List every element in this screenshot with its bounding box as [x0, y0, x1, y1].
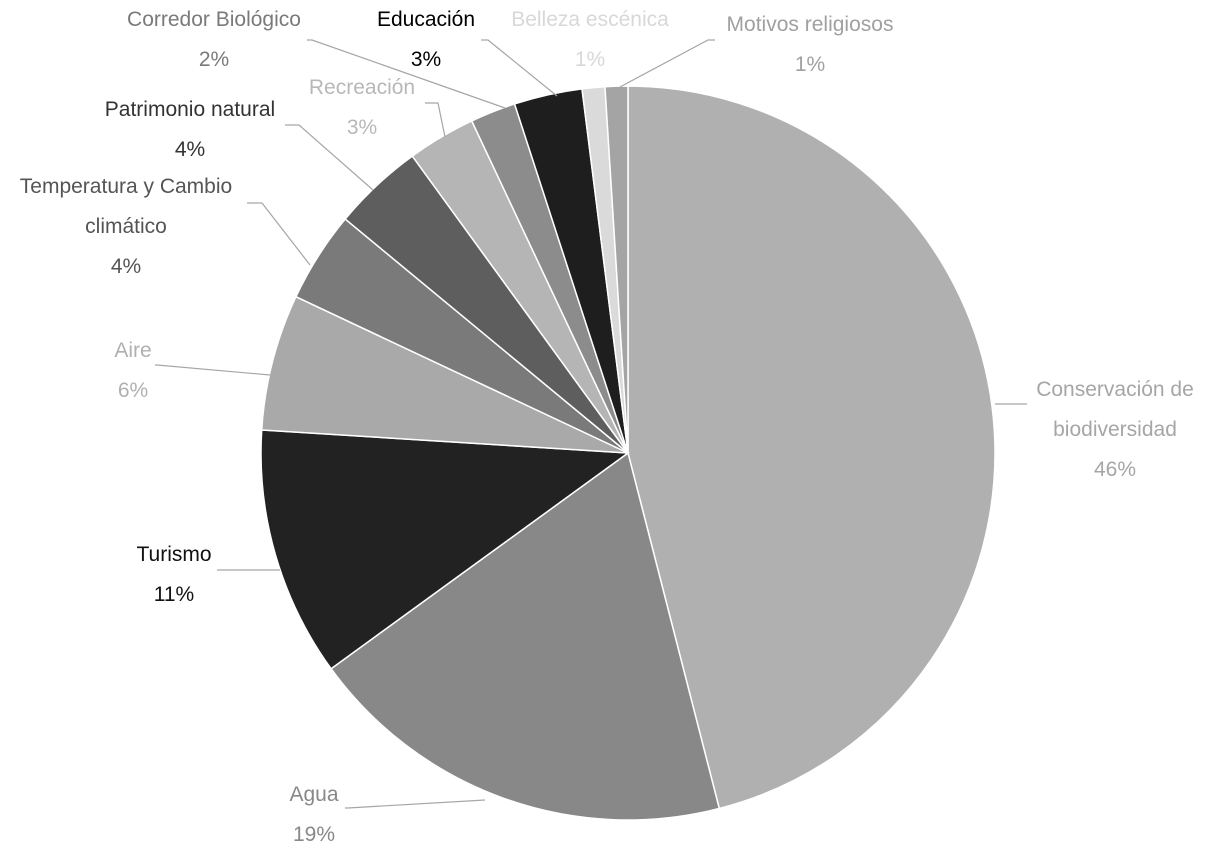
category-label: Conservación de [1036, 378, 1194, 401]
percent-label: 1% [575, 48, 605, 71]
leader-line-corredor-biologico [307, 39, 506, 109]
leader-line-aire [155, 364, 271, 376]
data-label-corredor-biologico: Corredor Biológico 2% [127, 8, 301, 71]
leader-line-educacion [481, 39, 558, 97]
category-label: Corredor Biológico [127, 8, 301, 31]
data-label-educacion: Educación 3% [377, 8, 475, 71]
category-label: Recreación [309, 76, 415, 99]
pie-slice-motivos-religiosos [604, 85, 629, 454]
leader-line-temperatura-y-cambio-climatico [247, 202, 311, 266]
pie-slice-turismo [260, 429, 631, 670]
percent-label: 3% [347, 116, 377, 139]
pie-slice-aire [260, 295, 629, 454]
slices-layer [260, 85, 996, 821]
data-label-turismo: Turismo 11% [136, 543, 211, 606]
category-label: Motivos religiosos [727, 13, 894, 36]
leader-line-recreacion [425, 102, 446, 138]
data-label-agua: Agua 19% [289, 783, 338, 846]
percent-label: 11% [154, 583, 194, 606]
leader-lines-layer [155, 39, 1027, 809]
leader-line-motivos-religiosos [619, 39, 715, 88]
data-label-belleza-escenica: Belleza escénica 1% [511, 8, 669, 71]
data-label-patrimonio-natural: Patrimonio natural 4% [105, 98, 275, 161]
percent-label: 3% [411, 48, 441, 71]
category-label: Aire [114, 339, 151, 362]
data-label-recreacion: Recreación 3% [309, 76, 415, 139]
category-label: Turismo [136, 543, 211, 566]
pie-slice-agua [330, 451, 721, 821]
percent-label: 4% [175, 138, 205, 161]
data-label-conservacion-de-biodiversidad: Conservación de biodiversidad 46% [1036, 378, 1194, 481]
percent-label: 1% [795, 53, 825, 76]
pie-slice-conservacion-de-biodiversidad [627, 85, 996, 810]
leader-line-patrimonio-natural [285, 124, 374, 191]
percent-label: 46% [1094, 458, 1136, 481]
data-labels-layer: Conservación de biodiversidad 46% Agua 19% Tu… [20, 8, 1194, 846]
data-label-aire: Aire 6% [114, 339, 151, 402]
percent-label: 6% [118, 379, 148, 402]
percent-label: 4% [111, 255, 141, 278]
leader-line-agua [345, 799, 486, 809]
category-label: climático [85, 215, 167, 238]
percent-label: 19% [293, 823, 335, 846]
percent-label: 2% [199, 48, 229, 71]
category-label: Patrimonio natural [105, 98, 275, 121]
category-label: Agua [289, 783, 338, 806]
category-label: Temperatura y Cambio [20, 175, 232, 198]
category-label: Educación [377, 8, 475, 31]
category-label: biodiversidad [1053, 418, 1177, 441]
data-label-motivos-religiosos: Motivos religiosos 1% [727, 13, 894, 76]
data-label-temperatura-y-cambio-climatico: Temperatura y Cambio climático 4% [20, 175, 232, 278]
category-label: Belleza escénica [511, 8, 669, 31]
